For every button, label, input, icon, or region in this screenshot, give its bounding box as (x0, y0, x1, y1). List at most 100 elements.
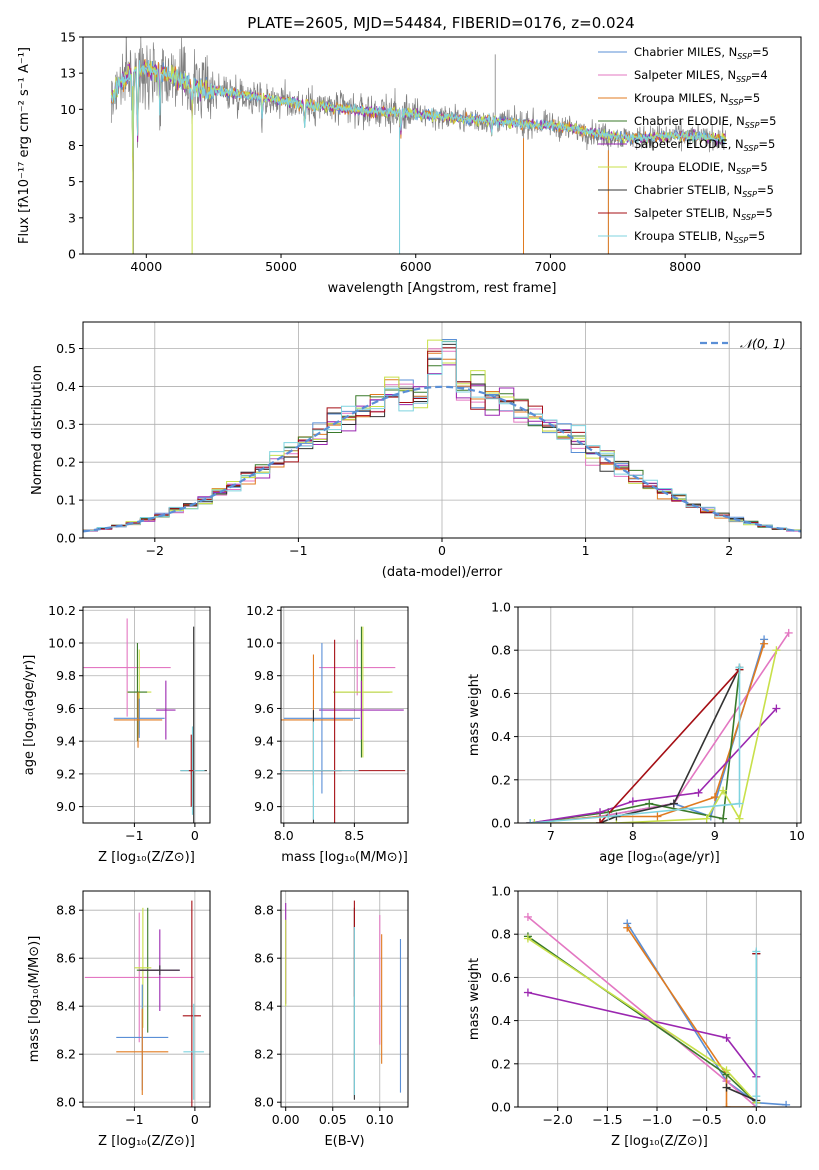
x-tick-label: 0.0 (746, 1112, 766, 1127)
axes-frame (517, 890, 802, 1108)
legend-label-main: Salpeter ELODIE, N (634, 137, 744, 151)
x-axis-label: Z [log₁₀(Z/Z⊙)] (98, 1134, 195, 1149)
axes-frame (280, 890, 409, 1108)
legend-label: Salpeter ELODIE, NSSP=5 (634, 137, 775, 153)
x-tick-label: 8.0 (274, 828, 294, 843)
x-tick-label: −2 (146, 543, 164, 558)
y-tick-label: 9.4 (56, 734, 76, 749)
y-tick-label: 0 (68, 247, 76, 262)
y-tick-label: 9.0 (254, 799, 274, 814)
legend-label-sub: SSP (744, 144, 759, 153)
y-tick-label: 9.2 (254, 766, 274, 781)
x-tick-label: −1 (289, 543, 307, 558)
legend-label-main: Salpeter STELIB, N (634, 206, 741, 220)
legend-label-main: Salpeter MILES, N (634, 68, 736, 82)
spectrum-model-line (110, 60, 726, 157)
legend-label: Salpeter MILES, NSSP=4 (634, 68, 768, 84)
x-axis-label: E(B-V) (324, 1134, 364, 1149)
y-tick-label: 10 (60, 102, 76, 117)
x-axis-label: Z [log₁₀(Z/Z⊙)] (98, 850, 195, 865)
y-tick-label: 0.6 (491, 686, 511, 701)
plot-area (83, 339, 801, 533)
legend-label: Chabrier STELIB, NSSP=5 (634, 183, 774, 199)
y-tick-label: 0.6 (491, 970, 511, 985)
panel-residuals: −2 −1 0 1 2 0.0 0.1 0.2 0.3 0.4 0.5 (data-model)/er… (30, 321, 802, 580)
gaussian-curve (83, 385, 801, 533)
legend-label-sub: SSP (741, 213, 756, 222)
y-tick-label: 8.0 (254, 1095, 274, 1110)
plot-area (83, 618, 207, 823)
y-tick-label: 9.0 (56, 799, 76, 814)
legend-label-post: =4 (751, 68, 768, 82)
x-tick-label: 0.05 (319, 1112, 347, 1127)
y-axis-label: Flux [fλ10⁻¹⁷ erg cm⁻² s⁻¹ A⁻¹] (17, 47, 32, 244)
x-tick-label: 1 (582, 543, 590, 558)
panel-age-vs-mass: 8.0 8.5 9.0 9.2 9.4 9.6 9.8 10.0 10.2 mass [log₁₀… (246, 603, 409, 865)
x-axis-label: Z [log₁₀(Z/Z⊙)] (611, 1134, 708, 1149)
y-tick-label: 1.0 (491, 600, 511, 615)
y-tick-label: 15 (60, 30, 76, 45)
y-tick-label: 0.5 (56, 341, 76, 356)
legend-label-post: =5 (752, 45, 769, 59)
legend-label-sub: SSP (736, 75, 751, 84)
y-tick-label: 8.8 (56, 903, 76, 918)
y-tick-label: 0.2 (56, 455, 76, 470)
plot-area (281, 626, 406, 823)
y-tick-label: 13 (60, 66, 76, 81)
y-tick-label: 9.4 (254, 734, 274, 749)
y-tick-label: 10.2 (48, 603, 76, 618)
y-tick-label: 0.0 (56, 531, 76, 546)
y-tick-label: 0.4 (56, 379, 76, 394)
y-tick-label: 0.8 (491, 643, 511, 658)
y-tick-label: 0.3 (56, 417, 76, 432)
legend-label: Kroupa STELIB, NSSP=5 (634, 229, 765, 245)
y-tick-label: 0.4 (491, 1013, 511, 1028)
x-tick-label: 0.00 (272, 1112, 300, 1127)
legend-label-post: =5 (757, 183, 774, 197)
panel-age-vs-Z: −1 0 9.0 9.2 9.4 9.6 9.8 10.0 10.2 Z [log₁₀(Z/Z⊙)… (22, 603, 211, 865)
x-tick-label: 0 (191, 1112, 199, 1127)
x-tick-label: 2 (725, 543, 733, 558)
y-tick-label: 8.6 (56, 951, 76, 966)
x-tick-label: −1 (125, 1112, 143, 1127)
y-tick-label: 8.6 (254, 951, 274, 966)
x-tick-label: 5000 (265, 259, 297, 274)
plot-area (526, 628, 793, 823)
series-line (599, 669, 741, 823)
legend-label-main: Kroupa MILES, N (634, 91, 729, 105)
axes-frame (280, 606, 409, 824)
legend-label: Salpeter STELIB, NSSP=5 (634, 206, 773, 222)
histogram-step (83, 341, 801, 531)
x-tick-label: 8000 (669, 259, 701, 274)
legend-label-post: =5 (758, 137, 775, 151)
y-tick-label: 0.0 (491, 816, 511, 831)
legend-label-sub: SSP (729, 98, 744, 107)
legend-label-sub: SSP (734, 236, 749, 245)
y-tick-label: 10.2 (246, 603, 274, 618)
x-tick-label: 0.10 (366, 1112, 394, 1127)
y-tick-label: 0.0 (491, 1100, 511, 1115)
panel-mass-weight-vs-Z: −2.0 −1.5 −1.0 −0.5 0.0 0.0 0.2 0.4 0.6 0.8 1.0 Z [… (467, 884, 802, 1149)
x-tick-label: 9 (711, 828, 719, 843)
x-axis-label: age [log₁₀(age/yr)] (599, 850, 720, 865)
y-tick-label: 8.2 (254, 1047, 274, 1062)
y-tick-label: 8.2 (56, 1047, 76, 1062)
x-tick-label: 8.5 (344, 828, 364, 843)
panel-mass-vs-Z: −1 0 8.0 8.2 8.4 8.6 8.8 Z [log₁₀(Z/Z⊙)] mass [l… (27, 890, 211, 1149)
legend-label-sub: SSP (736, 167, 751, 176)
legend-label-post: =5 (748, 229, 765, 243)
y-tick-label: 9.8 (254, 668, 274, 683)
y-axis-label: Normed distribution (30, 365, 45, 495)
legend-label-main: Chabrier ELODIE, N (634, 114, 745, 128)
axes-frame (82, 606, 211, 824)
y-tick-label: 0.2 (491, 1056, 511, 1071)
y-tick-label: 0.1 (56, 493, 76, 508)
panel-mass-weight-vs-age: 7 8 9 10 0.0 0.2 0.4 0.6 0.8 1.0 age [log₁₀(age/yr… (467, 600, 805, 866)
figure-title: PLATE=2605, MJD=54484, FIBERID=0176, z=0… (247, 14, 634, 32)
x-tick-label: 4000 (130, 259, 162, 274)
legend-label-main: Kroupa ELODIE, N (634, 160, 736, 174)
axes-frame (82, 890, 211, 1108)
x-tick-label: 0 (438, 543, 446, 558)
